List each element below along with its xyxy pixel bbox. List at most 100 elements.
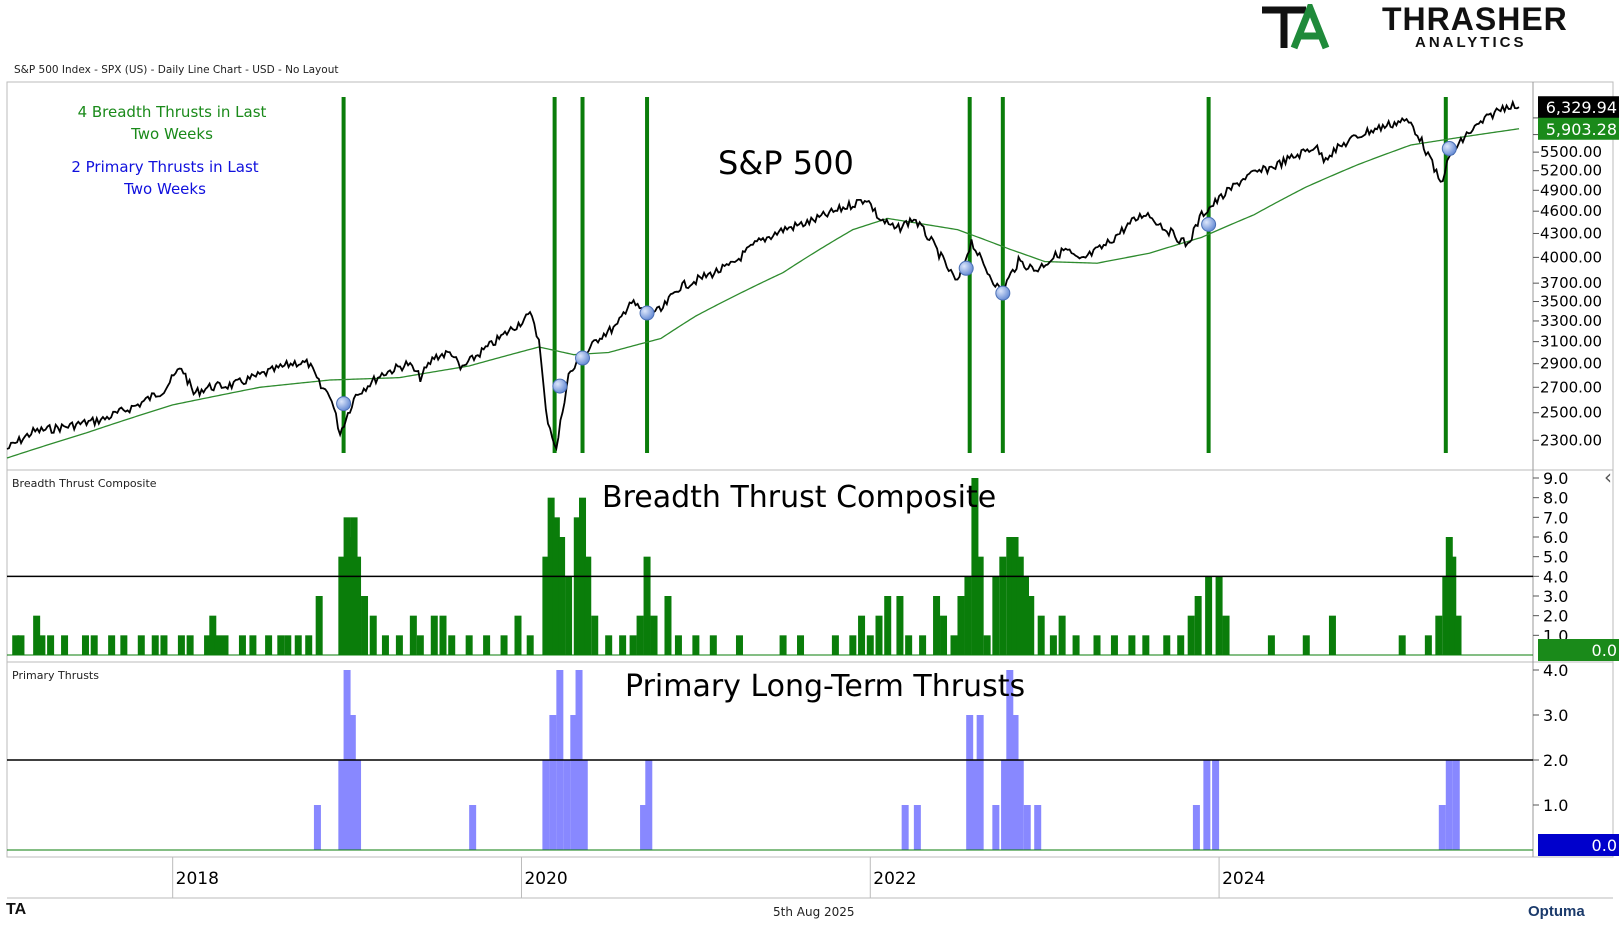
breadth-bar bbox=[1027, 596, 1035, 655]
breadth-bar bbox=[108, 635, 116, 655]
breadth-bar bbox=[643, 556, 651, 655]
breadth-bar bbox=[17, 635, 25, 655]
thrasher-logo: THRASHER ANALYTICS bbox=[1262, 1, 1610, 51]
breadth-last-value-bg bbox=[1538, 639, 1619, 661]
primary-y-tick-label: 1.0 bbox=[1543, 796, 1568, 815]
primary-last-value-bg bbox=[1538, 834, 1619, 856]
primary-bar bbox=[640, 805, 648, 850]
breadth-bar bbox=[957, 596, 965, 655]
breadth-bar bbox=[361, 596, 369, 655]
breadth-bar bbox=[526, 635, 534, 655]
price-y-tick-label: 2500.00 bbox=[1540, 404, 1602, 422]
price-y-tick-label: 4600.00 bbox=[1540, 202, 1602, 220]
breadth-bar bbox=[1194, 596, 1202, 655]
primary-bar bbox=[1034, 805, 1042, 850]
logo-sub-text: ANALYTICS bbox=[1415, 34, 1527, 51]
breadth-bar bbox=[204, 635, 212, 655]
price-y-tick-label: 2300.00 bbox=[1540, 431, 1602, 449]
breadth-bar bbox=[884, 596, 892, 655]
breadth-bar bbox=[584, 556, 592, 655]
breadth-bar bbox=[1128, 635, 1136, 655]
breadth-bar bbox=[919, 635, 927, 655]
x-tick-label: 2020 bbox=[524, 869, 567, 889]
breadth-y-tick-label: 3.0 bbox=[1543, 587, 1568, 606]
breadth-bar bbox=[629, 635, 637, 655]
breadth-bar bbox=[1037, 615, 1045, 655]
breadth-bar bbox=[1205, 576, 1213, 655]
breadth-y-tick-label: 8.0 bbox=[1543, 489, 1568, 508]
breadth-panel-title: Breadth Thrust Composite bbox=[602, 480, 996, 515]
breadth-bar bbox=[294, 635, 302, 655]
breadth-bar bbox=[976, 556, 984, 655]
price-y-tick-label: 2900.00 bbox=[1540, 355, 1602, 373]
breadth-bar bbox=[277, 635, 285, 655]
breadth-bar bbox=[1215, 576, 1223, 655]
breadth-last-value: 0.0 bbox=[1592, 641, 1617, 660]
primary-bar bbox=[971, 760, 979, 850]
primary-bar bbox=[313, 805, 321, 850]
primary-bar bbox=[542, 760, 550, 850]
logo-main-text: THRASHER bbox=[1382, 1, 1568, 37]
primary-panel-label: Primary Thrusts bbox=[12, 669, 99, 682]
footer-date: 5th Aug 2025 bbox=[773, 905, 855, 919]
thrust-dot bbox=[958, 260, 974, 276]
primary-bar bbox=[563, 760, 571, 850]
breadth-bar bbox=[1302, 635, 1310, 655]
breadth-bar bbox=[221, 635, 229, 655]
collapse-arrow-icon: ‹ bbox=[1604, 465, 1612, 489]
primary-panel-title: Primary Long-Term Thrusts bbox=[625, 669, 1025, 704]
breadth-bar bbox=[1142, 635, 1150, 655]
price-y-tick-label: 5500.00 bbox=[1540, 143, 1602, 161]
primary-bar bbox=[354, 760, 362, 850]
primary-bar bbox=[1452, 760, 1460, 850]
price-y-tick-label: 3100.00 bbox=[1540, 333, 1602, 351]
breadth-bar bbox=[238, 635, 246, 655]
breadth-bar bbox=[47, 635, 55, 655]
price-y-tick-label: 4900.00 bbox=[1540, 181, 1602, 199]
breadth-bar bbox=[735, 635, 743, 655]
breadth-bar bbox=[1072, 635, 1080, 655]
breadth-bar bbox=[284, 635, 292, 655]
breadth-panel-label: Breadth Thrust Composite bbox=[12, 477, 157, 490]
thrust-dot bbox=[1201, 216, 1217, 232]
breadth-bar bbox=[483, 635, 491, 655]
breadth-bar bbox=[950, 635, 958, 655]
breadth-bar bbox=[983, 635, 991, 655]
breadth-bar bbox=[249, 635, 257, 655]
breadth-bar bbox=[875, 615, 883, 655]
breadth-bar bbox=[650, 615, 658, 655]
breadth-bar bbox=[90, 635, 98, 655]
footer-ta-mark: TA bbox=[6, 901, 27, 918]
breadth-bar bbox=[542, 556, 550, 655]
breadth-bar bbox=[416, 635, 424, 655]
primary-bar bbox=[966, 715, 974, 850]
price-y-tick-label: 3500.00 bbox=[1540, 293, 1602, 311]
thrust-dot bbox=[639, 305, 655, 321]
primary-bar bbox=[1212, 760, 1220, 850]
breadth-bar bbox=[137, 635, 145, 655]
last-price-value: 6,329.94 bbox=[1546, 98, 1617, 117]
breadth-bar bbox=[120, 635, 128, 655]
breadth-bar bbox=[305, 635, 313, 655]
breadth-bar bbox=[315, 596, 323, 655]
breadth-bar bbox=[605, 635, 613, 655]
thrust-dot bbox=[336, 396, 352, 412]
ma-last-value-bg bbox=[1538, 117, 1619, 140]
breadth-bar bbox=[12, 635, 20, 655]
breadth-bar bbox=[866, 635, 874, 655]
primary-bar bbox=[469, 805, 477, 850]
breadth-bar bbox=[354, 556, 362, 655]
annotation-breadth-line2: Two Weeks bbox=[130, 125, 213, 143]
breadth-y-tick-label: 4.0 bbox=[1543, 567, 1568, 586]
breadth-bar bbox=[992, 576, 1000, 655]
optuma-brand: Optuma bbox=[1528, 903, 1585, 920]
primary-bar bbox=[645, 760, 653, 850]
breadth-bar bbox=[160, 635, 168, 655]
breadth-bar bbox=[1049, 635, 1057, 655]
breadth-bar bbox=[849, 635, 857, 655]
breadth-y-tick-label: 2.0 bbox=[1543, 607, 1568, 626]
primary-bar bbox=[1001, 760, 1009, 850]
breadth-bar bbox=[1163, 635, 1171, 655]
price-chart-title: S&P 500 bbox=[718, 144, 854, 182]
